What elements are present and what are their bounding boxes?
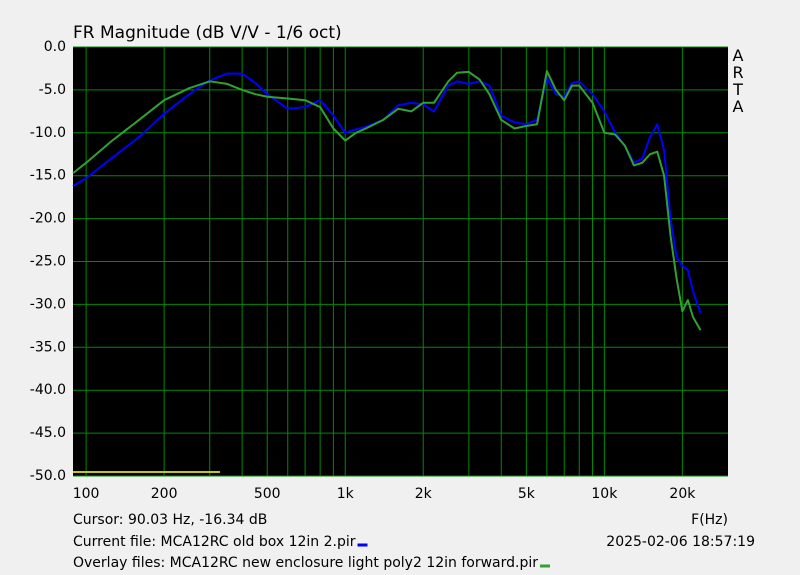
- y-tick-label: -5.0: [39, 82, 66, 98]
- x-tick-label: 2k: [415, 486, 433, 502]
- legend-label: Current file: MCA12RC old box 12in 2.pir: [73, 534, 356, 550]
- y-tick-label: -15.0: [30, 168, 66, 184]
- chart-title: FR Magnitude (dB V/V - 1/6 oct): [73, 23, 342, 43]
- y-tick-label: -10.0: [30, 125, 66, 141]
- x-tick-label: 5k: [518, 486, 536, 502]
- y-tick-label: -20.0: [30, 211, 66, 227]
- legend-label: Overlay files: MCA12RC new enclosure lig…: [73, 555, 538, 571]
- x-tick-label: 1k: [337, 486, 355, 502]
- cursor-readout: Cursor: 90.03 Hz, -16.34 dB: [73, 512, 267, 528]
- x-tick-label: 100: [73, 486, 100, 502]
- y-tick-label: -30.0: [30, 296, 66, 312]
- y-tick-label: -50.0: [30, 468, 66, 484]
- y-tick-label: -45.0: [30, 425, 66, 441]
- x-tick-label: 200: [151, 486, 178, 502]
- x-axis-label: F(Hz): [691, 512, 728, 528]
- y-tick-label: -40.0: [30, 382, 66, 398]
- x-tick-label: 20k: [669, 486, 696, 502]
- curves: [72, 70, 702, 331]
- grid: [73, 46, 728, 477]
- series-line: [72, 70, 702, 331]
- series-line: [72, 72, 702, 314]
- x-tick-label: 10k: [591, 486, 618, 502]
- x-tick-label: 500: [254, 486, 281, 502]
- y-tick-label: 0.0: [44, 39, 66, 55]
- y-tick-label: -35.0: [30, 339, 66, 355]
- y-tick-label: -25.0: [30, 254, 66, 270]
- timestamp: 2025-02-06 18:57:19: [606, 534, 755, 550]
